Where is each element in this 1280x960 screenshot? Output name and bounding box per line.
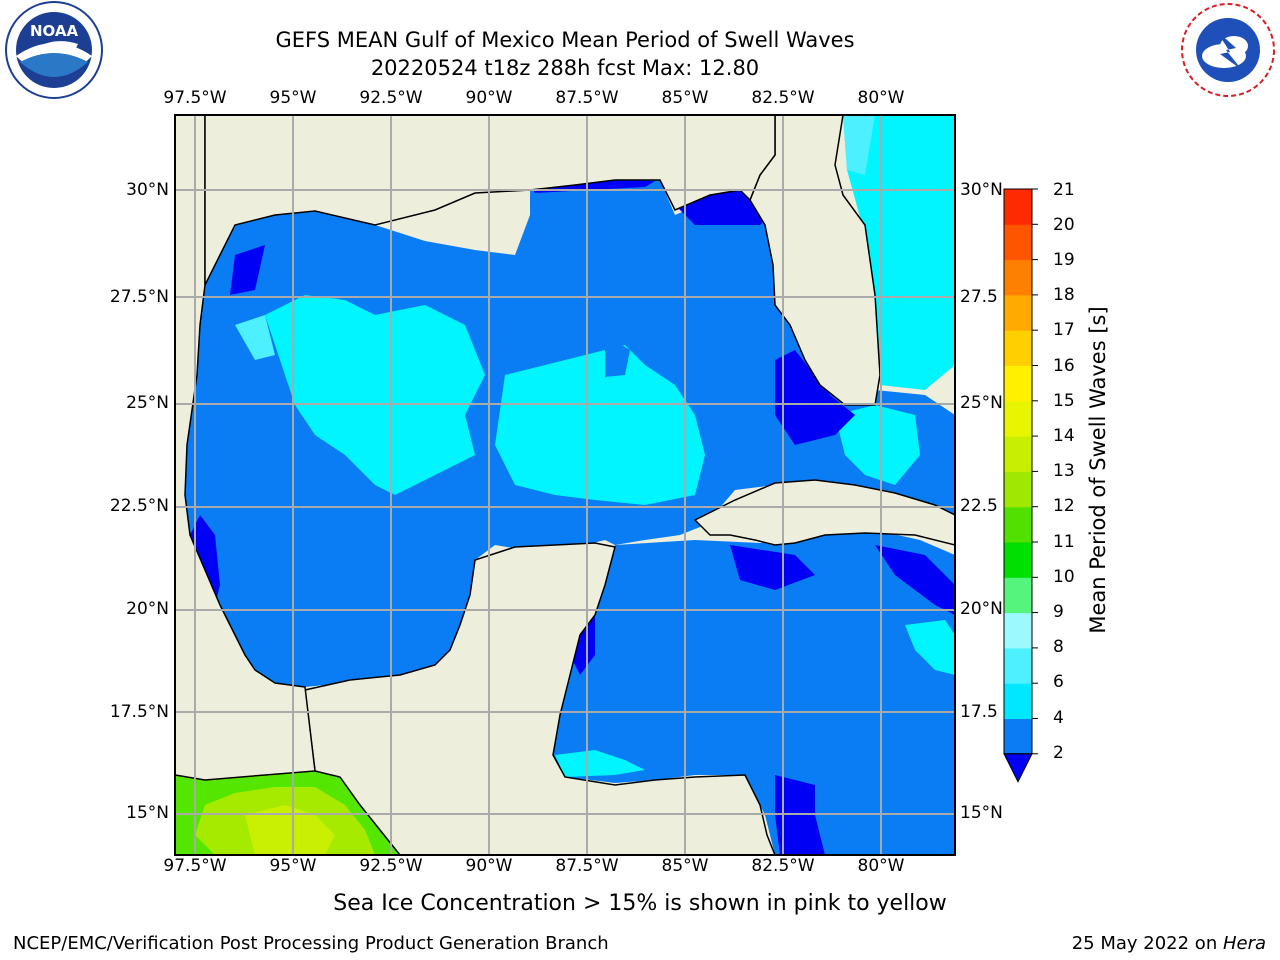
lat-label-left: 27.5°N [109, 287, 169, 307]
lat-label-left: 25°N [126, 393, 169, 413]
lon-label-top: 80°W [857, 88, 905, 108]
lon-label-top: 87.5°W [555, 88, 619, 108]
colorbar-tick: 6 [1053, 672, 1064, 692]
map-plot [174, 114, 956, 856]
lat-label-right: 22.5 [960, 496, 998, 516]
lat-label-right: 30°N [960, 180, 1003, 200]
colorbar-segment [1004, 612, 1032, 649]
lat-label-left: 20°N [126, 599, 169, 619]
colorbar-segment [1004, 436, 1032, 472]
lat-label-right: 17.5 [960, 702, 998, 722]
noaa-logo-text: NOAA [30, 22, 79, 40]
colorbar-tick: 17 [1053, 320, 1075, 340]
colorbar-segment [1004, 506, 1032, 543]
atlantic-east-region [843, 115, 955, 390]
colorbar-segment [1004, 259, 1032, 296]
lon-label-bottom: 85°W [661, 856, 709, 876]
caribbean-water-region [550, 530, 955, 855]
colorbar-tick: 15 [1053, 391, 1075, 411]
footer-host: Hera [1222, 933, 1266, 954]
footer-date: 25 May 2022 on Hera [1072, 933, 1266, 954]
colorbar-tick: 9 [1053, 602, 1064, 622]
lon-label-bottom: 95°W [269, 856, 317, 876]
mexico-west-land [175, 115, 316, 781]
colorbar-segment [1004, 471, 1032, 508]
colorbar-extend-arrow [1003, 753, 1033, 783]
footer-date-text: 25 May 2022 on [1071, 933, 1223, 954]
lon-label-top: 97.5°W [163, 88, 227, 108]
colorbar-segment [1004, 577, 1032, 614]
colorbar-segment [1004, 224, 1032, 261]
lon-label-top: 82.5°W [751, 88, 815, 108]
chart-subtitle: 20220524 t18z 288h fcst Max: 12.80 [370, 56, 760, 80]
swell-cyan-patch-central [495, 345, 705, 505]
lon-label-bottom: 97.5°W [163, 856, 227, 876]
colorbar-tick: 8 [1053, 637, 1064, 657]
colorbar-tick: 4 [1053, 708, 1064, 728]
colorbar-segment [1004, 365, 1032, 402]
swell-cyan-patch-west [265, 295, 485, 495]
lat-label-left: 17.5°N [109, 702, 169, 722]
cuba-land [693, 479, 955, 546]
map-gridlines [175, 115, 955, 855]
lon-label-bottom: 87.5°W [555, 856, 619, 876]
lat-label-left: 22.5°N [109, 496, 169, 516]
lon-label-top: 90°W [465, 88, 513, 108]
colorbar-tick: 16 [1053, 356, 1075, 376]
lon-label-top: 95°W [269, 88, 317, 108]
map-frame [174, 114, 956, 856]
lon-label-bottom: 92.5°W [359, 856, 423, 876]
colorbar-label: Mean Period of Swell Waves [s] [1086, 306, 1110, 634]
colorbar-tick: 10 [1053, 567, 1075, 587]
colorbar-tick: 21 [1053, 180, 1075, 200]
noaa-logo: NOAA [5, 1, 103, 99]
lat-label-right: 27.5 [960, 287, 998, 307]
nws-logo [1180, 2, 1276, 98]
lon-label-bottom: 90°W [465, 856, 513, 876]
colorbar-tick: 20 [1053, 215, 1075, 235]
lat-label-left: 15°N [126, 803, 169, 823]
lat-label-left: 30°N [126, 180, 169, 200]
colorbar-tick: 11 [1053, 532, 1075, 552]
lat-label-right: 25°N [960, 393, 1003, 413]
footer-credit: NCEP/EMC/Verification Post Processing Pr… [13, 933, 609, 954]
colorbar-segment [1004, 189, 1032, 225]
colorbar [1003, 188, 1038, 783]
lat-label-right: 20°N [960, 599, 1003, 619]
colorbar-segment [1004, 647, 1032, 684]
colorbar-segment [1004, 718, 1032, 755]
colorbar-tick: 14 [1053, 426, 1075, 446]
lon-label-top: 92.5°W [359, 88, 423, 108]
colorbar-tick: 19 [1053, 250, 1075, 270]
colorbar-segment [1004, 400, 1032, 437]
colorbar-tick: 2 [1053, 743, 1064, 763]
colorbar-segment [1004, 294, 1032, 331]
lon-label-bottom: 80°W [857, 856, 905, 876]
lon-label-top: 85°W [661, 88, 709, 108]
us-coast-land [204, 115, 776, 286]
colorbar-tick: 12 [1053, 496, 1075, 516]
colorbar-tick: 13 [1053, 461, 1075, 481]
colorbar-segment [1004, 542, 1032, 578]
lat-label-right: 15°N [960, 803, 1003, 823]
colorbar-tick: 18 [1053, 285, 1075, 305]
sea-ice-note: Sea Ice Concentration > 15% is shown in … [333, 891, 947, 916]
chart-title: GEFS MEAN Gulf of Mexico Mean Period of … [275, 28, 855, 52]
colorbar-segment [1004, 683, 1032, 719]
colorbar-segment [1004, 330, 1032, 366]
lon-label-bottom: 82.5°W [751, 856, 815, 876]
deep-blue-fl-west [775, 350, 855, 445]
